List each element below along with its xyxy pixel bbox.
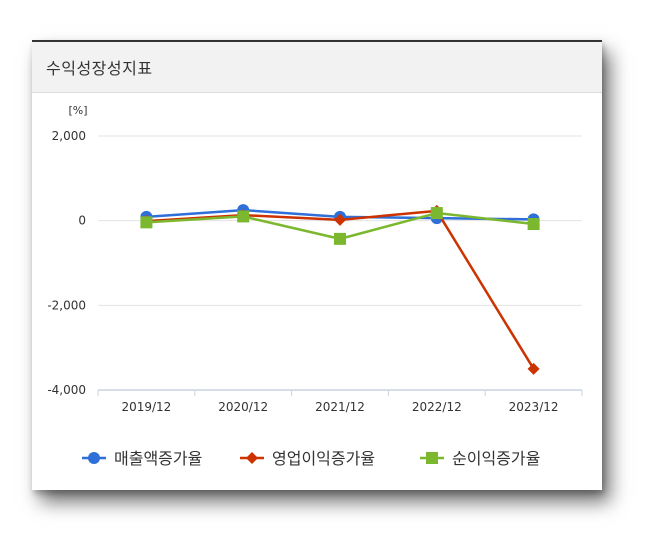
- panel-header: 수익성장성지표: [32, 42, 602, 93]
- data-point-series-2: [334, 213, 346, 226]
- x-tick-label: 2021/12: [315, 400, 365, 414]
- legend-label-3[interactable]: 순이익증가율: [452, 449, 540, 468]
- growth-indicator-panel: 수익성장성지표 [%] 2,000 0 -2,000 -4,000 2019/12 2020…: [32, 40, 602, 490]
- legend-label-2[interactable]: 영업이익증가율: [272, 449, 375, 468]
- growth-line-chart: [%] 2,000 0 -2,000 -4,000 2019/12 2020/12 2021/…: [47, 104, 583, 468]
- y-tick-label: 0: [78, 214, 86, 228]
- data-point-series-3: [237, 210, 250, 223]
- data-point-series-3: [527, 218, 540, 231]
- legend-marker-2: [246, 452, 258, 464]
- legend-marker-1: [88, 452, 100, 464]
- y-tick-label: -2,000: [47, 298, 86, 312]
- data-point-series-3: [334, 232, 346, 245]
- data-point-series-3: [430, 207, 443, 220]
- legend-marker-3: [426, 452, 438, 464]
- x-tick-label: 2020/12: [218, 400, 268, 414]
- x-tick-label: 2019/12: [121, 400, 171, 414]
- y-tick-label: -4,000: [47, 383, 86, 397]
- data-point-series-2: [527, 362, 540, 375]
- x-tick-label: 2022/12: [412, 400, 462, 414]
- x-tick-label: 2023/12: [509, 400, 559, 414]
- data-point-series-3: [140, 216, 153, 229]
- legend-label-1[interactable]: 매출액증가율: [114, 449, 202, 468]
- y-tick-label: 2,000: [52, 129, 86, 143]
- panel-title: 수익성장성지표: [46, 59, 153, 78]
- y-axis-unit-label: [%]: [68, 104, 87, 117]
